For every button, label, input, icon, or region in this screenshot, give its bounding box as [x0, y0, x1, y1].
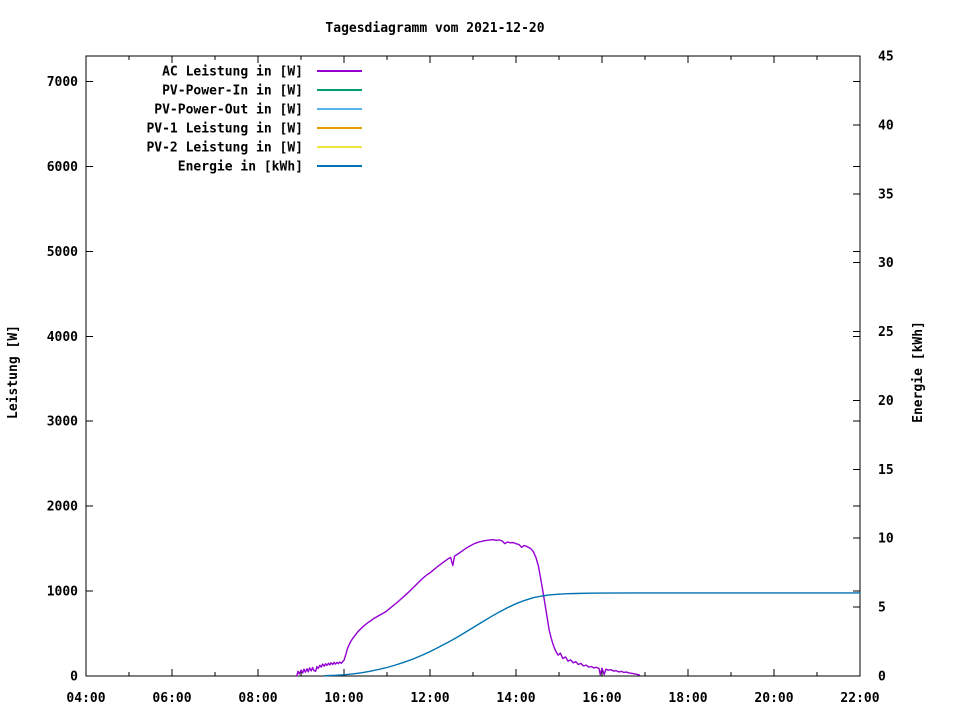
legend-item: PV-2 Leistung in [W] — [146, 141, 362, 156]
y-tick-label: 2000 — [47, 500, 78, 515]
y2-tick-label: 10 — [878, 532, 894, 547]
y2-tick-label: 25 — [878, 325, 894, 340]
axes-layer: 04:00 06:00 08:00 10:00 12:00 14:00 16:00 18:00… — [47, 50, 894, 707]
y2-tick-label: 5 — [878, 601, 886, 616]
y-tick-label: 4000 — [47, 330, 78, 345]
y2-tick-label: 0 — [878, 670, 886, 685]
legend-item-label: PV-Power-Out in [W] — [154, 103, 303, 118]
series-line-energie-in-kwh — [324, 592, 861, 677]
y-tick-label: 6000 — [47, 160, 78, 175]
legend-item: PV-Power-Out in [W] — [154, 103, 362, 118]
x-tick-label: 12:00 — [410, 691, 449, 706]
y2-tick-label: 15 — [878, 463, 894, 478]
right-axis-label: Energie [kWh] — [911, 321, 926, 423]
legend-item-label: PV-1 Leistung in [W] — [146, 122, 303, 137]
x-tick-label: 04:00 — [66, 691, 105, 706]
x-tick-label: 20:00 — [754, 691, 793, 706]
x-tick-label: 22:00 — [840, 691, 879, 706]
legend-item-label: PV-2 Leistung in [W] — [146, 141, 303, 156]
x-tick-label: 16:00 — [582, 691, 621, 706]
data-series — [296, 539, 861, 677]
legend: AC Leistung in [W] PV-Power-In in [W] PV-P… — [146, 65, 362, 175]
y-tick-label: 1000 — [47, 585, 78, 600]
legend-item: PV-Power-In in [W] — [162, 84, 362, 99]
y-tick-label: 0 — [70, 670, 78, 685]
legend-item-label: AC Leistung in [W] — [162, 65, 303, 80]
y2-tick-label: 45 — [878, 50, 894, 65]
x-tick-label: 18:00 — [668, 691, 707, 706]
legend-item: AC Leistung in [W] — [162, 65, 362, 80]
series-line-ac-leistung-in-w — [296, 539, 641, 677]
legend-item: Energie in [kWh] — [178, 160, 362, 175]
left-axis-label: Leistung [W] — [6, 325, 21, 419]
x-tick-label: 06:00 — [152, 691, 191, 706]
y2-tick-label: 35 — [878, 187, 894, 202]
x-tick-label: 08:00 — [238, 691, 277, 706]
legend-item-label: PV-Power-In in [W] — [162, 84, 303, 99]
y2-tick-label: 40 — [878, 118, 894, 133]
legend-item-label: Energie in [kWh] — [178, 160, 303, 175]
x-tick-label: 14:00 — [496, 691, 535, 706]
y-tick-label: 5000 — [47, 245, 78, 260]
x-tick-label: 10:00 — [324, 691, 363, 706]
legend-item: PV-1 Leistung in [W] — [146, 122, 362, 137]
y-tick-label: 3000 — [47, 415, 78, 430]
y2-tick-label: 30 — [878, 256, 894, 271]
y2-tick-label: 20 — [878, 394, 894, 409]
y-tick-label: 7000 — [47, 75, 78, 90]
chart-title: Tagesdiagramm vom 2021-12-20 — [325, 21, 544, 36]
